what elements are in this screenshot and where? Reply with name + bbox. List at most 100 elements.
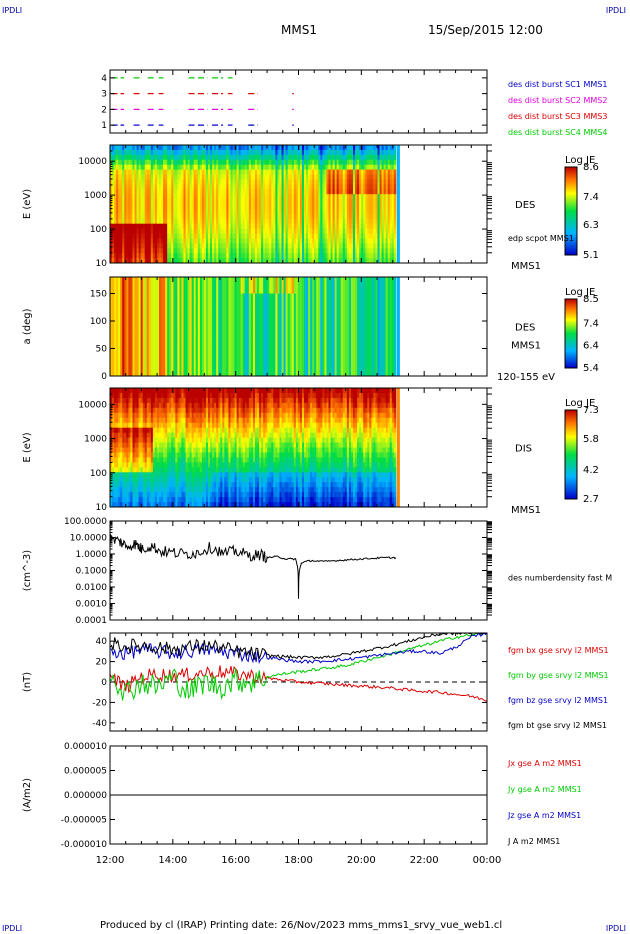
heatmap-cell-des_energy (216, 149, 219, 156)
heatmap-cell-des_pitch (128, 355, 131, 361)
heatmap-cell-des_pitch (167, 338, 170, 344)
heatmap-cell-des_pitch (234, 293, 238, 299)
heatmap-cell-des_pitch (224, 367, 227, 373)
heatmap-cell-des_energy (210, 253, 213, 259)
heatmap-cell-des_energy (254, 159, 258, 166)
heatmap-cell-des_pitch (199, 334, 203, 340)
heatmap-cell-des_energy (224, 169, 227, 175)
heatmap-cell-des_energy (363, 199, 366, 205)
heatmap-cell-des_energy (171, 248, 174, 254)
heatmap-cell-des_energy (189, 223, 193, 230)
heatmap-cell-des_energy (369, 164, 372, 171)
heatmap-cell-des_pitch (142, 343, 146, 348)
heatmap-cell-des_energy (252, 169, 256, 175)
heatmap-cell-des_energy (130, 228, 133, 234)
heatmap-cell-des_pitch (208, 293, 211, 299)
heatmap-cell-des_energy (159, 199, 162, 205)
heatmap-cell-des_pitch (152, 338, 156, 344)
heatmap-cell-des_energy (183, 169, 187, 175)
heatmap-cell-des_energy (187, 248, 191, 254)
heatmap-cell-des_energy (342, 223, 346, 230)
heatmap-cell-des_pitch (195, 355, 199, 361)
heatmap-cell-des_pitch (246, 355, 250, 361)
heatmap-cell-des_pitch (214, 281, 217, 286)
heatmap-cell-des_pitch (191, 330, 195, 336)
heatmap-cell-des_energy (375, 154, 379, 161)
heatmap-cell-des_pitch (210, 351, 213, 356)
heatmap-cell-des_pitch (236, 371, 240, 377)
heatmap-cell-des_energy (385, 243, 389, 249)
heatmap-cell-des_energy (181, 213, 185, 220)
heatmap-cell-des_energy (271, 208, 274, 215)
heatmap-cell-des_energy (342, 208, 346, 215)
heatmap-cell-des_energy (316, 194, 319, 200)
heatmap-cell-des_pitch (199, 301, 203, 307)
heatmap-cell-des_pitch (114, 297, 117, 303)
heatmap-cell-des_energy (377, 218, 381, 225)
heatmap-cell-des_energy (346, 238, 350, 244)
heatmap-cell-des_pitch (187, 281, 191, 286)
heatmap-cell-des_energy (389, 208, 393, 215)
heatmap-cell-des_pitch (185, 314, 189, 319)
heatmap-cell-des_energy (355, 238, 358, 244)
heatmap-cell-des_pitch (238, 293, 242, 299)
heatmap-cell-des_energy (110, 208, 113, 215)
heatmap-cell-des_energy (371, 149, 374, 156)
heatmap-cell-des_energy (367, 164, 370, 171)
heatmap-cell-des_energy (142, 258, 146, 264)
heatmap-cell-des_pitch (122, 330, 125, 336)
heatmap-cell-des_pitch (240, 334, 244, 340)
heatmap-cell-des_energy (181, 154, 185, 161)
heatmap-cell-des_pitch (177, 310, 180, 315)
heatmap-cell-des_energy (146, 164, 150, 171)
heatmap-cell-des_energy (365, 174, 368, 180)
heatmap-cell-des_energy (203, 159, 207, 166)
heatmap-cell-des_energy (324, 174, 327, 180)
heatmap-cell-des_energy (348, 243, 352, 249)
heatmap-cell-des_energy (201, 179, 205, 185)
heatmap-cell-des_energy (391, 233, 395, 239)
heatmap-cell-des_energy (228, 258, 231, 264)
heatmap-cell-des_energy (365, 208, 368, 215)
heatmap-cell-des_pitch (181, 343, 185, 348)
heatmap-cell-des_energy (218, 164, 221, 171)
heatmap-cell-des_energy (126, 243, 129, 249)
heatmap-cell-des_energy (269, 164, 272, 171)
heatmap-cell-des_energy (359, 238, 362, 244)
heatmap-cell-des_pitch (152, 347, 156, 352)
heatmap-cell-des_energy (159, 223, 162, 230)
heatmap-cell-des_energy (299, 189, 303, 195)
heatmap-cell-des_energy (287, 204, 291, 210)
heatmap-cell-des_energy (369, 228, 372, 234)
heatmap-cell-des_pitch (175, 347, 178, 352)
heatmap-cell-des_pitch (171, 334, 174, 340)
heatmap-cell-des_energy (293, 238, 297, 244)
heatmap-cell-des_pitch (154, 338, 158, 344)
heatmap-cell-des_energy (195, 194, 199, 200)
heatmap-cell-des_energy (234, 213, 238, 220)
heatmap-cell-des_energy (250, 243, 254, 249)
heatmap-cell-des_pitch (189, 318, 193, 323)
heatmap-cell-des_energy (240, 253, 244, 259)
heatmap-cell-des_energy (146, 169, 150, 175)
heatmap-cell-des_energy (159, 164, 162, 171)
heatmap-cell-des_pitch (146, 322, 150, 328)
heatmap-cell-des_energy (240, 208, 244, 215)
heatmap-cell-des_energy (116, 189, 119, 195)
heatmap-cell-des_energy (210, 184, 213, 190)
heatmap-cell-des_energy (357, 154, 360, 161)
heatmap-cell-des_energy (340, 208, 344, 215)
heatmap-cell-des_energy (295, 218, 299, 225)
heatmap-cell-des_energy (246, 154, 250, 161)
heatmap-cell-des_energy (297, 149, 301, 156)
heatmap-cell-des_energy (214, 228, 217, 234)
heatmap-cell-des_energy (205, 208, 209, 215)
heatmap-cell-des_energy (353, 164, 356, 171)
heatmap-cell-des_pitch (226, 318, 229, 323)
heatmap-cell-des_energy (289, 218, 293, 225)
heatmap-cell-des_energy (136, 159, 140, 166)
heatmap-cell-des_energy (367, 258, 370, 264)
heatmap-cell-des_pitch (171, 347, 174, 352)
heatmap-cell-des_pitch (246, 359, 250, 365)
heatmap-cell-des_energy (336, 159, 340, 166)
